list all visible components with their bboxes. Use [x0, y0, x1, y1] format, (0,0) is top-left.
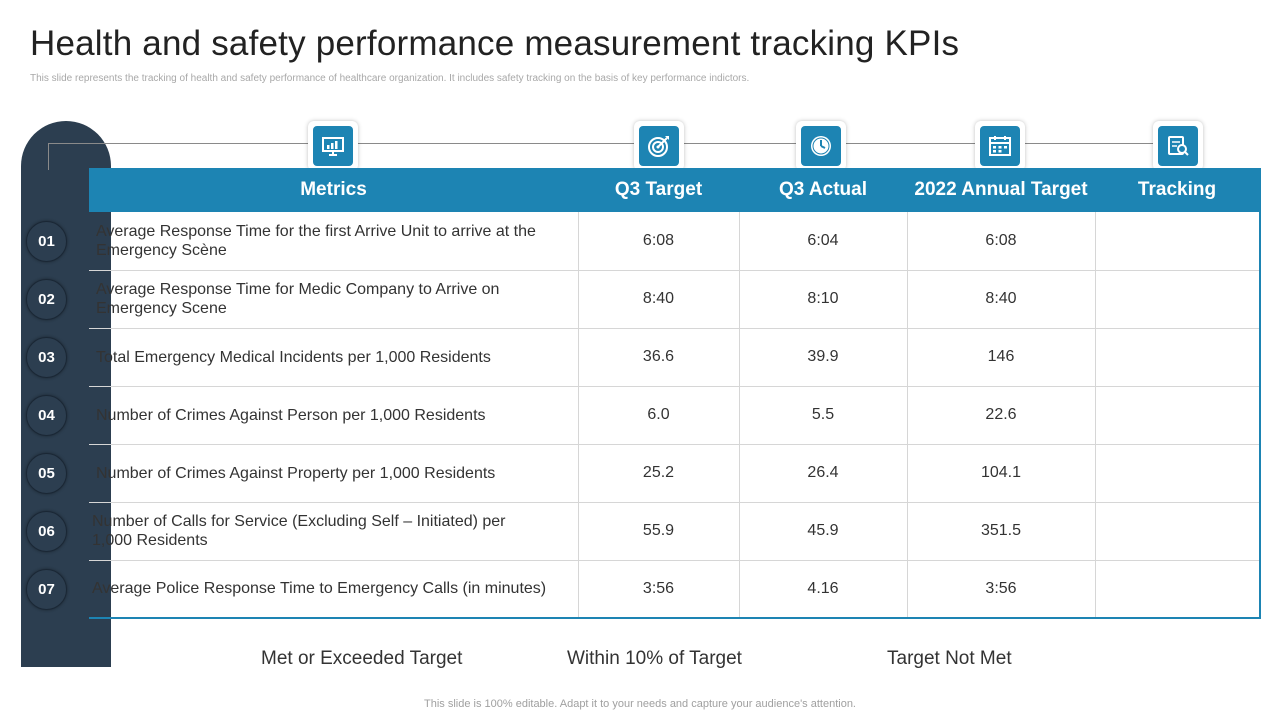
header-annual-target: 2022 Annual Target: [907, 168, 1095, 212]
metric-cell: Average Response Time for Medic Company …: [89, 269, 578, 328]
annual-target-cell: 3:56: [906, 559, 1095, 618]
annual-target-cell: 104.1: [906, 443, 1095, 502]
tracking-cell: [1094, 269, 1260, 328]
header-q3-target: Q3 Target: [578, 168, 739, 212]
metric-cell: Number of Crimes Against Property per 1,…: [89, 443, 578, 502]
target-icon: [634, 121, 684, 171]
footer-note: This slide is 100% editable. Adapt it to…: [424, 698, 856, 710]
row-number-badge: 05: [26, 453, 67, 494]
q3-target-cell: 3:56: [577, 559, 739, 618]
tracking-cell: [1094, 385, 1260, 444]
q3-actual-cell: 6:04: [738, 212, 907, 270]
q3-target-cell: 6:08: [577, 212, 739, 270]
legend-not-met: Target Not Met: [887, 648, 1012, 669]
kpi-table: Metrics Q3 Target Q3 Actual 2022 Annual …: [89, 168, 1261, 619]
row-number-badge: 01: [26, 221, 67, 262]
header-metrics: Metrics: [89, 168, 578, 212]
clock-icon: [796, 121, 846, 171]
tracking-cell: [1094, 327, 1260, 386]
q3-actual-cell: 45.9: [738, 501, 907, 560]
table-row: Number of Calls for Service (Excluding S…: [89, 501, 1260, 560]
q3-actual-cell: 39.9: [738, 327, 907, 386]
legend-met-target: Met or Exceeded Target: [261, 648, 463, 669]
page-subtitle: This slide represents the tracking of he…: [30, 73, 750, 84]
table-header-row: Metrics Q3 Target Q3 Actual 2022 Annual …: [89, 168, 1260, 212]
header-q3-actual: Q3 Actual: [739, 168, 907, 212]
tracking-icon: [1153, 121, 1203, 171]
q3-target-cell: 36.6: [577, 327, 739, 386]
q3-actual-cell: 26.4: [738, 443, 907, 502]
q3-actual-cell: 5.5: [738, 385, 907, 444]
q3-target-cell: 8:40: [577, 269, 739, 328]
presentation-icon: [308, 121, 358, 171]
row-number-badge: 04: [26, 395, 67, 436]
annual-target-cell: 8:40: [906, 269, 1095, 328]
tracking-cell: [1094, 559, 1260, 618]
annual-target-cell: 146: [906, 327, 1095, 386]
annual-target-cell: 6:08: [906, 212, 1095, 270]
tracking-cell: [1094, 501, 1260, 560]
metric-cell: Average Police Response Time to Emergenc…: [89, 559, 578, 618]
annual-target-cell: 351.5: [906, 501, 1095, 560]
table-row: Average Police Response Time to Emergenc…: [89, 559, 1260, 618]
connector-line-vertical: [48, 143, 49, 170]
table-row: Number of Crimes Against Property per 1,…: [89, 443, 1260, 502]
metric-cell: Number of Crimes Against Person per 1,00…: [89, 385, 578, 444]
row-number-badge: 02: [26, 279, 67, 320]
table-row: Average Response Time for the first Arri…: [89, 212, 1260, 270]
table-row: Average Response Time for Medic Company …: [89, 269, 1260, 328]
legend-within-target: Within 10% of Target: [567, 648, 742, 669]
q3-actual-cell: 4.16: [738, 559, 907, 618]
row-number-badge: 07: [26, 569, 67, 610]
annual-target-cell: 22.6: [906, 385, 1095, 444]
calendar-icon: [975, 121, 1025, 171]
metric-cell: Average Response Time for the first Arri…: [96, 222, 536, 259]
metric-cell: Total Emergency Medical Incidents per 1,…: [89, 327, 578, 386]
connector-line: [48, 143, 1178, 144]
header-tracking: Tracking: [1095, 168, 1260, 212]
q3-target-cell: 6.0: [577, 385, 739, 444]
table-row: Number of Crimes Against Person per 1,00…: [89, 385, 1260, 444]
q3-actual-cell: 8:10: [738, 269, 907, 328]
table-row: Total Emergency Medical Incidents per 1,…: [89, 327, 1260, 386]
q3-target-cell: 25.2: [577, 443, 739, 502]
q3-target-cell: 55.9: [577, 501, 739, 560]
row-number-badge: 03: [26, 337, 67, 378]
page-title: Health and safety performance measuremen…: [30, 24, 960, 63]
row-number-badge: 06: [26, 511, 67, 552]
metric-cell: Number of Calls for Service (Excluding S…: [89, 501, 578, 560]
tracking-cell: [1094, 443, 1260, 502]
tracking-cell: [1094, 212, 1260, 270]
